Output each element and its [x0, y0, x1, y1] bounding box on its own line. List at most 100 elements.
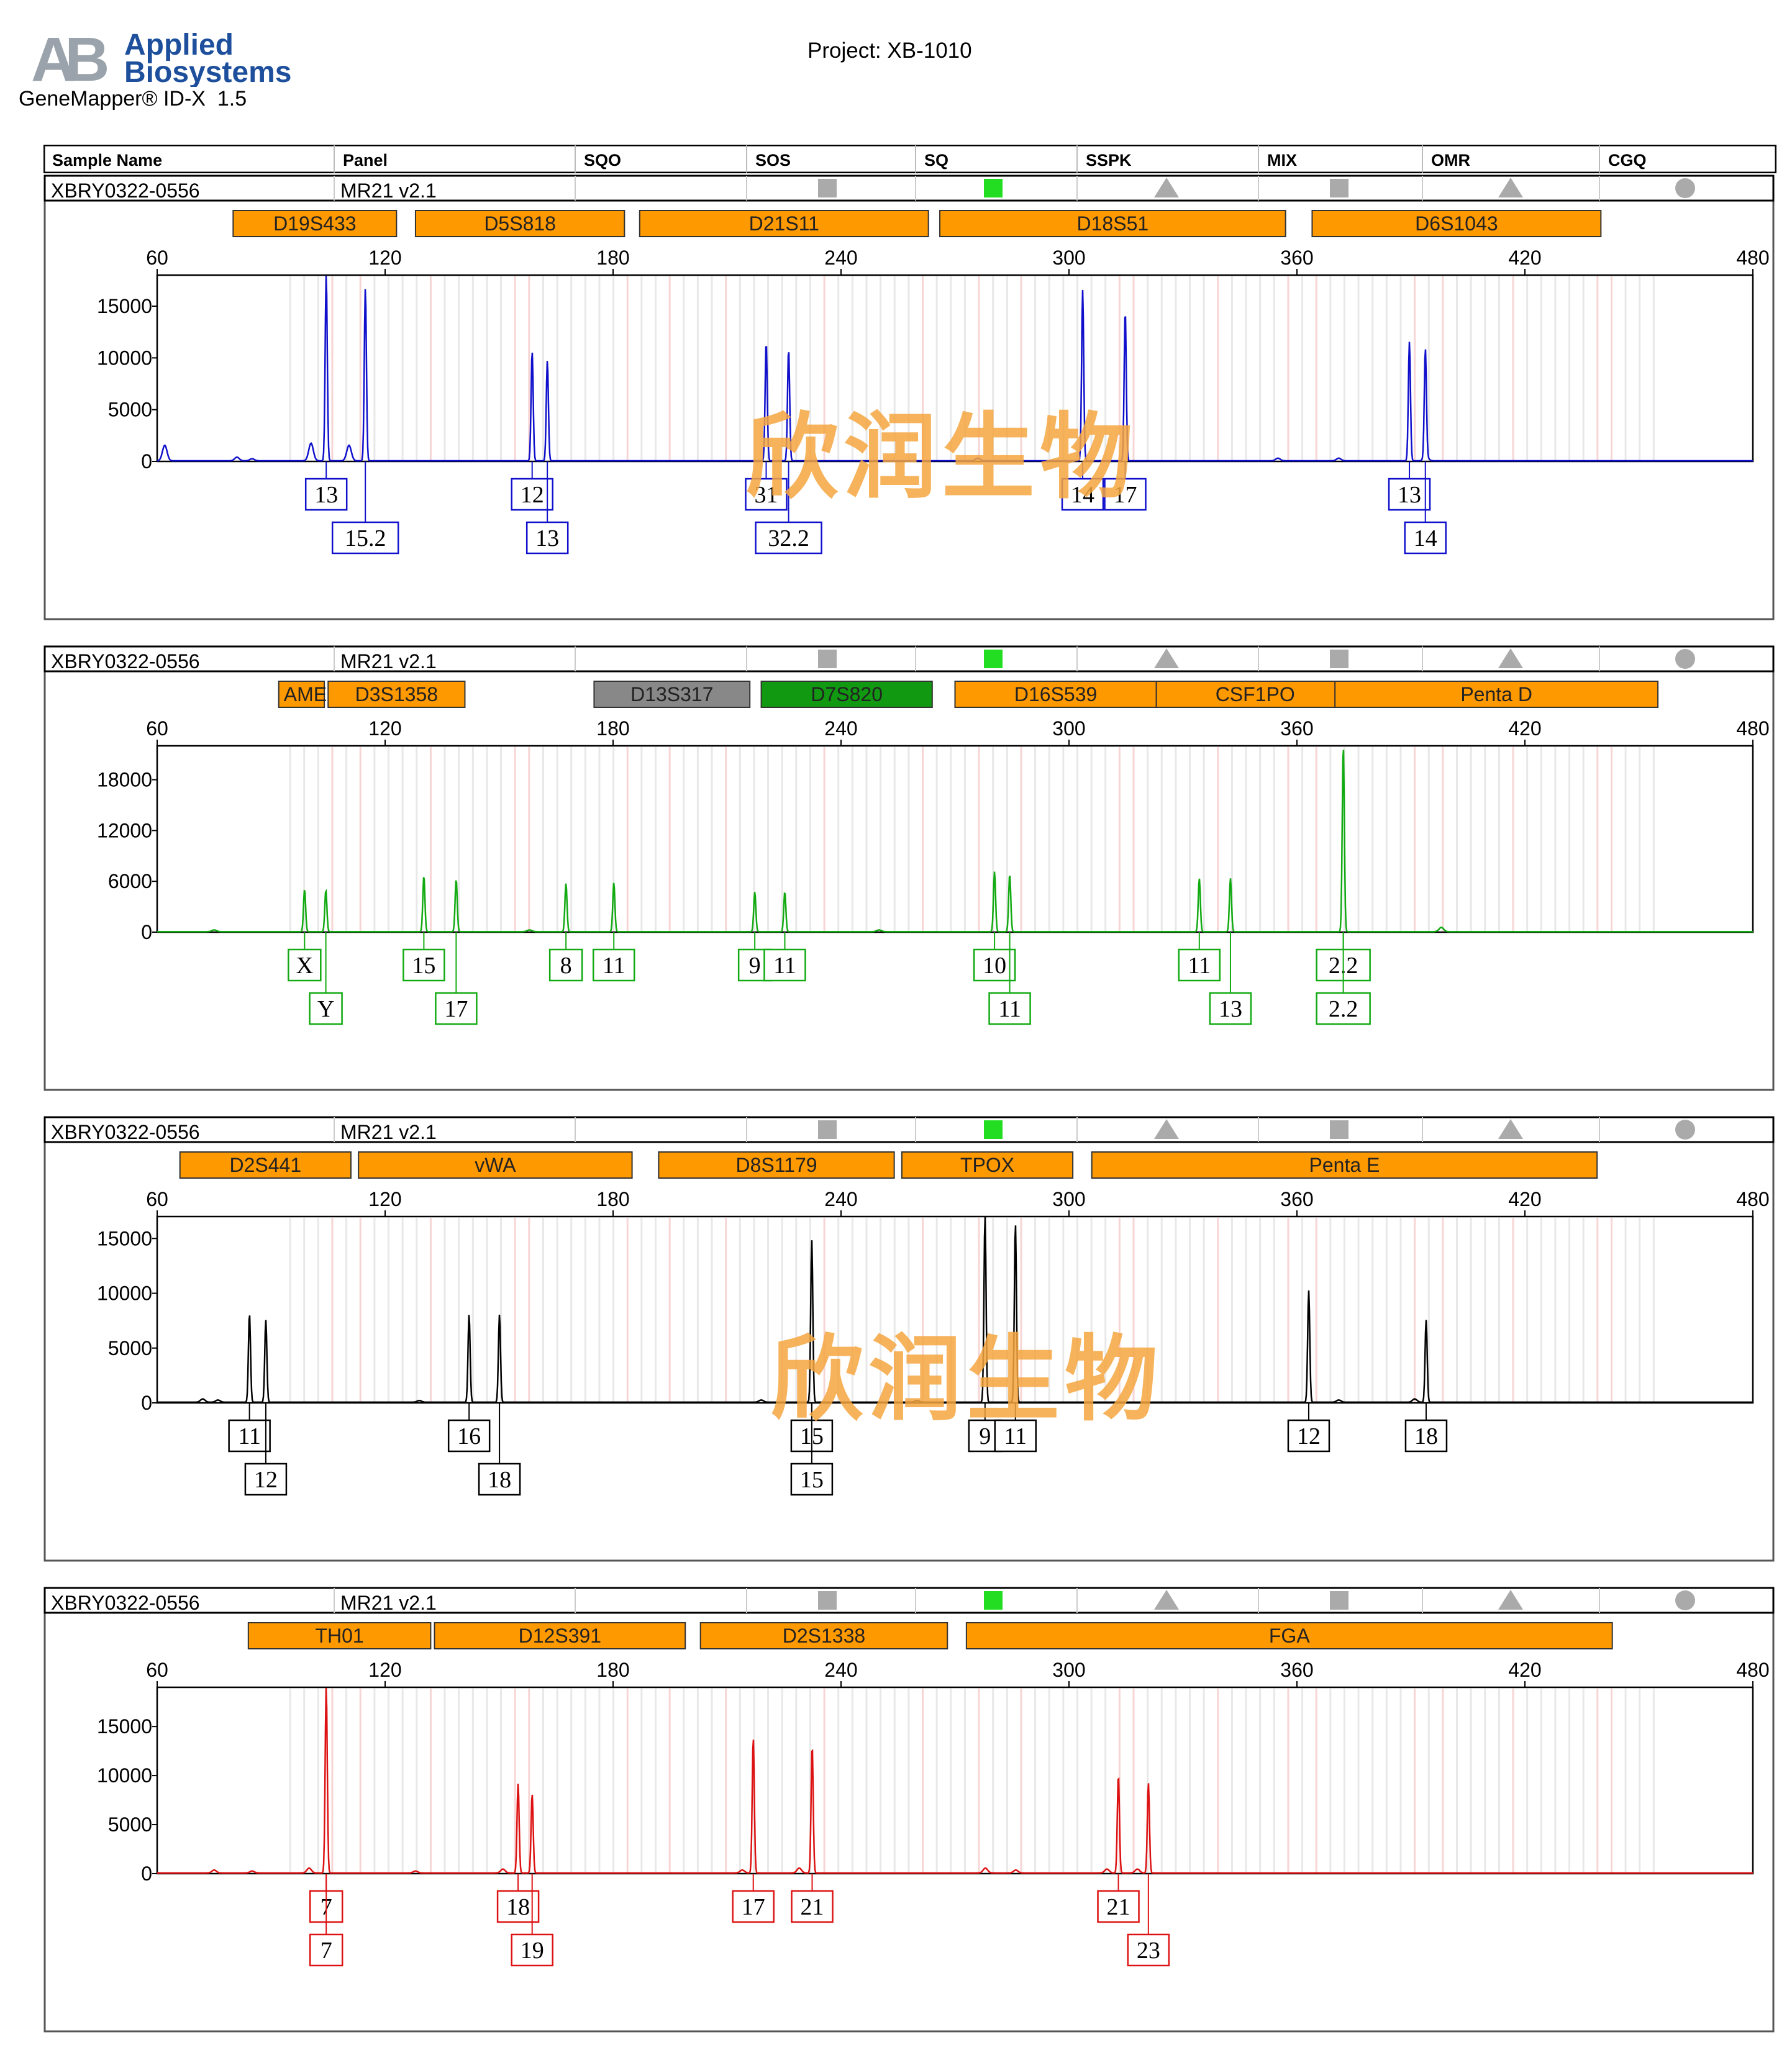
x-tick-label: 420 [1508, 247, 1541, 269]
plot-area [156, 1686, 1754, 1875]
quality-sspk-icon [1154, 1119, 1179, 1139]
x-tick-label: 60 [146, 1188, 168, 1210]
allele-call: 15 [800, 1467, 824, 1493]
quality-omr-icon [1498, 1590, 1523, 1610]
x-tick-label: 480 [1736, 717, 1769, 740]
allele-call: 14 [1071, 482, 1094, 508]
allele-box [763, 948, 806, 982]
column-header-panel: Panel [343, 151, 388, 170]
allele-call: 10 [983, 953, 1006, 979]
locus-label: D21S11 [749, 212, 819, 235]
allele-call: X [296, 953, 313, 979]
watermark: 欣润生物 [745, 402, 1139, 512]
x-tick-label: 480 [1736, 1188, 1769, 1210]
allele-box [1404, 1419, 1448, 1453]
allele-call: 13 [1219, 996, 1242, 1022]
quality-cgq-icon [1675, 649, 1695, 669]
allele-box [1316, 992, 1371, 1025]
y-tick-label: 0 [141, 450, 152, 473]
locus-label: D6S1043 [1415, 212, 1498, 235]
allele-box [525, 521, 569, 555]
quality-sspk-icon [1154, 1590, 1179, 1610]
allele-box [994, 1419, 1037, 1453]
sample-name: XBRY0322-0556 [51, 1592, 200, 1614]
locus-label: D12S391 [519, 1625, 601, 1647]
sample-name: XBRY0322-0556 [51, 650, 200, 673]
column-header-omr: OMR [1431, 151, 1470, 170]
sample-name: XBRY0322-0556 [51, 179, 200, 202]
allele-call: 18 [506, 1894, 530, 1920]
allele-call: 14 [1414, 525, 1437, 551]
locus-label: TPOX [960, 1154, 1014, 1176]
trace-line [157, 750, 1753, 933]
x-tick-label: 240 [824, 1659, 857, 1681]
x-tick-label: 60 [146, 247, 168, 269]
allele-box [1104, 478, 1147, 511]
allele-box [791, 1890, 834, 1923]
quality-sspk-icon [1154, 178, 1179, 197]
locus-label: Penta E [1309, 1154, 1380, 1176]
panel-name: MR21 v2.1 [340, 179, 437, 202]
quality-omr-icon [1498, 1119, 1523, 1139]
allele-call: 12 [254, 1467, 278, 1493]
allele-box [447, 1419, 491, 1453]
allele-box [1209, 992, 1252, 1025]
x-tick-label: 120 [368, 717, 401, 740]
quality-sos-icon [818, 179, 837, 197]
allele-box [331, 521, 399, 555]
locus-marker [901, 1151, 1074, 1179]
x-tick-label: 240 [824, 1188, 857, 1210]
allele-box [228, 1419, 271, 1453]
locus-label: D18S51 [1077, 212, 1149, 235]
x-tick-label: 240 [824, 247, 857, 269]
allele-call: 32.2 [768, 525, 809, 551]
quality-sos-icon [818, 1120, 837, 1139]
x-tick-label: 360 [1280, 717, 1313, 740]
x-tick-label: 240 [824, 717, 857, 740]
locus-marker [414, 210, 625, 237]
x-tick-label: 300 [1052, 247, 1085, 269]
y-tick-label: 0 [141, 1862, 152, 1885]
allele-box [288, 948, 322, 982]
allele-call: 17 [1114, 482, 1137, 508]
allele-call: 19 [521, 1938, 544, 1964]
allele-call: 11 [998, 996, 1021, 1022]
allele-box [511, 1933, 553, 1967]
x-tick-label: 120 [368, 1188, 401, 1210]
column-header-sample-name: Sample Name [52, 151, 162, 170]
locus-marker [434, 1622, 686, 1649]
allele-box [732, 1890, 775, 1923]
quality-cgq-icon [1675, 178, 1695, 198]
x-tick-label: 300 [1052, 1659, 1085, 1681]
quality-sq-icon [984, 650, 1003, 668]
allele-box [403, 948, 445, 982]
quality-sq-icon [984, 1120, 1003, 1139]
locus-label: D16S539 [1014, 683, 1097, 705]
project-title: Project: XB-1010 [807, 39, 972, 63]
allele-box [790, 1462, 834, 1496]
allele-call: 11 [1004, 1423, 1027, 1449]
locus-marker [699, 1622, 948, 1649]
software-version: GeneMapper® ID-X 1.5 [19, 87, 247, 111]
quality-sq-icon [984, 179, 1003, 197]
locus-marker [232, 210, 398, 237]
y-tick-label: 0 [141, 1392, 152, 1414]
dye-panel-2: XBRY0322-0556 MR21 v2.1 AME D3S1358 D13S317 D… [43, 645, 1775, 1091]
x-tick-label: 60 [146, 717, 168, 740]
x-tick-label: 420 [1508, 717, 1541, 740]
y-tick-label: 12000 [97, 819, 152, 841]
panel-name: MR21 v2.1 [340, 1121, 437, 1143]
locus-label: D2S1338 [783, 1625, 865, 1647]
watermark: 欣润生物 [770, 1325, 1163, 1434]
locus-label: D13S317 [630, 683, 713, 705]
quality-sos-icon [818, 1591, 837, 1610]
x-tick-label: 60 [146, 1659, 168, 1681]
allele-call: 12 [521, 482, 544, 508]
svg-text:Biosystems: Biosystems [124, 56, 291, 87]
quality-cgq-icon [1675, 1590, 1695, 1610]
locus-marker [1311, 210, 1602, 237]
locus-label: D2S441 [230, 1154, 302, 1176]
allele-box [1178, 948, 1221, 982]
trace-line [157, 1687, 1753, 1874]
